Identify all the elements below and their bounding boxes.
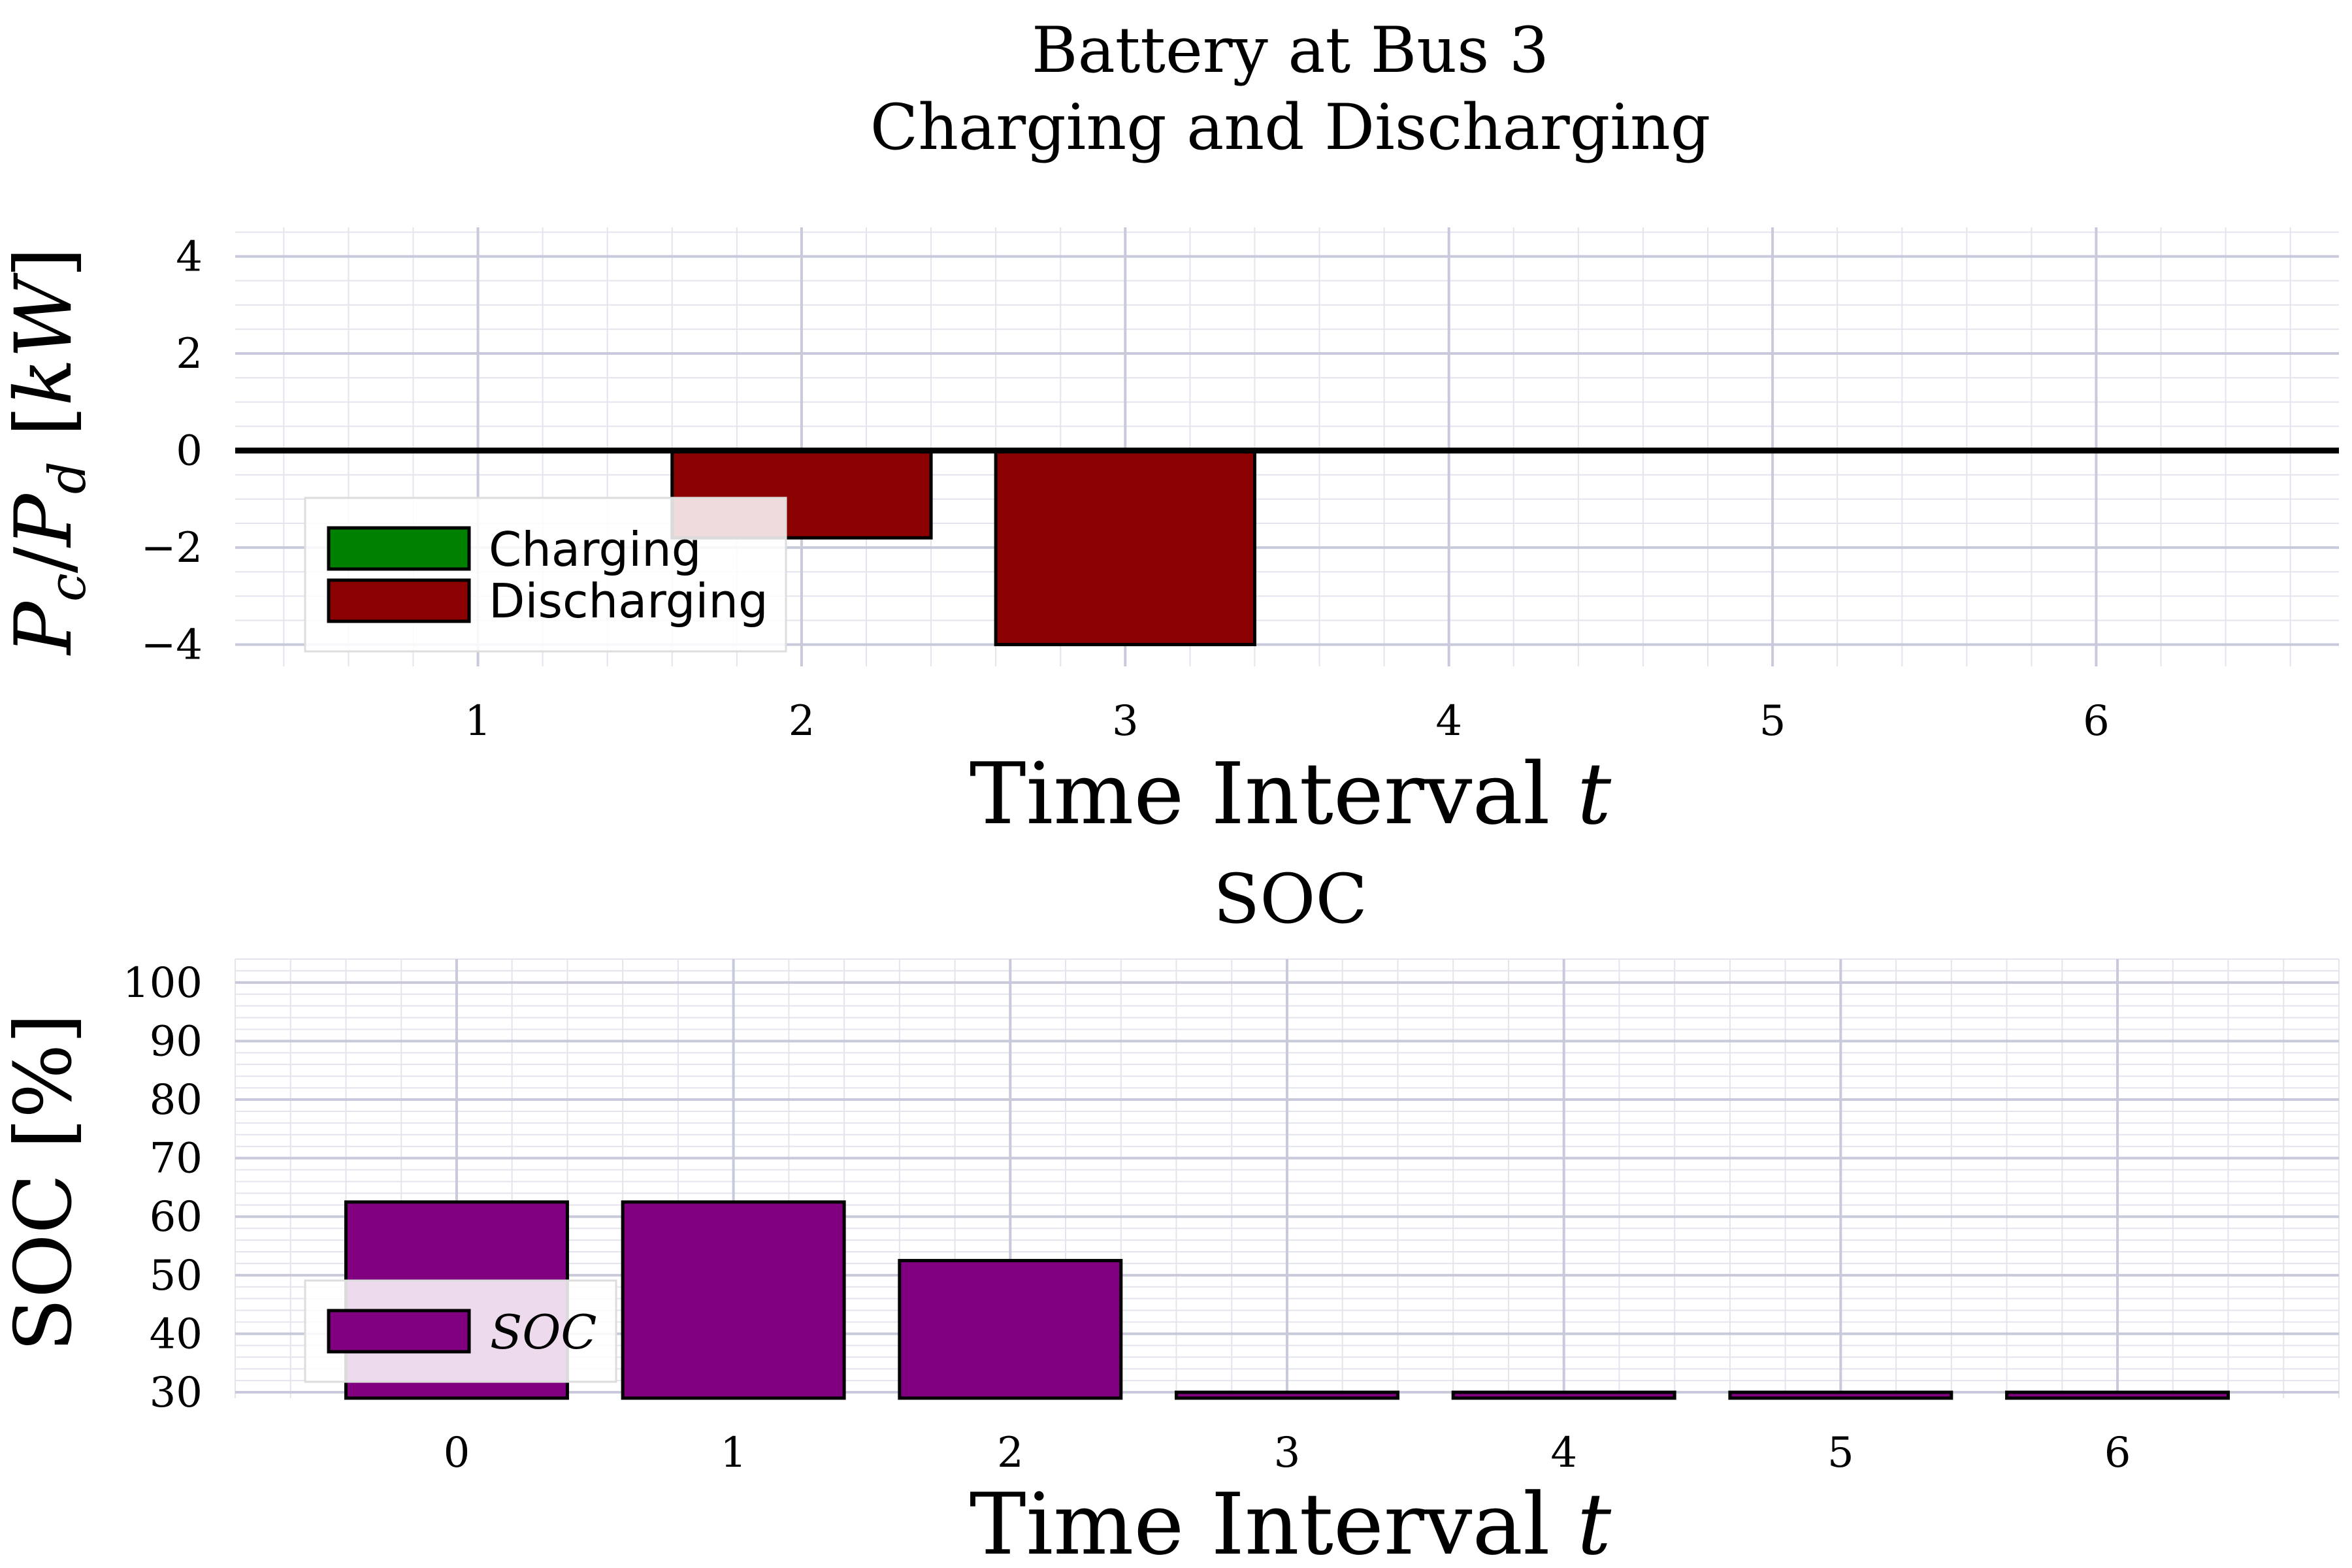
legend: Charging Discharging xyxy=(304,497,787,653)
x-tick-label: 4 xyxy=(1550,1429,1577,1477)
legend-swatch-soc xyxy=(327,1309,471,1354)
y-tick-labels: −4 −2 0 2 4 xyxy=(141,233,203,670)
x-tick-label: 1 xyxy=(720,1429,747,1477)
chart-soc-title: SOC xyxy=(1213,859,1367,939)
bar-soc xyxy=(2005,1390,2230,1400)
legend-label-discharging: Discharging xyxy=(489,574,768,629)
bar-soc xyxy=(1728,1390,1953,1400)
x-tick-label: 4 xyxy=(1435,697,1462,745)
y-tick-label: 30 xyxy=(150,1369,203,1417)
x-tick-label: 3 xyxy=(1112,697,1139,745)
bar-soc xyxy=(1175,1390,1399,1400)
chart-soc: SOC 30 40 50 60 70 80 90 100 0 1 2 3 4 5 6 SOC [%] Ti… xyxy=(0,859,2340,1568)
y-tick-label: 4 xyxy=(176,233,203,282)
x-tick-labels: 1 2 3 4 5 6 xyxy=(465,697,2110,745)
y-tick-label: 2 xyxy=(176,330,203,378)
y-tick-label: −4 xyxy=(141,621,203,670)
x-tick-label: 5 xyxy=(1759,697,1786,745)
y-tick-label: 50 xyxy=(150,1252,203,1300)
bar-soc xyxy=(621,1200,846,1400)
y-tick-label: 100 xyxy=(123,959,203,1007)
x-tick-label: 0 xyxy=(444,1429,470,1477)
legend-swatch-discharging xyxy=(327,578,471,623)
x-tick-label: 2 xyxy=(789,697,815,745)
legend-label-charging: Charging xyxy=(489,522,701,577)
y-tick-label: 70 xyxy=(150,1135,203,1183)
figure-title-line1: Battery at Bus 3 xyxy=(1032,14,1549,87)
legend-label-soc: SOC xyxy=(490,1305,596,1360)
y-tick-label: 60 xyxy=(150,1193,203,1241)
x-axis-label: Time Interval t xyxy=(970,1475,1612,1568)
bar-soc xyxy=(898,1258,1123,1400)
figure-title-line2: Charging and Discharging xyxy=(870,91,1710,164)
y-tick-labels: 30 40 50 60 70 80 90 100 xyxy=(123,959,203,1417)
y-axis-label: SOC [%] xyxy=(0,1013,90,1352)
x-tick-label: 2 xyxy=(997,1429,1024,1477)
grid xyxy=(235,958,2340,1398)
x-tick-label: 6 xyxy=(2104,1429,2131,1477)
y-tick-label: −2 xyxy=(141,524,203,572)
legend: SOC xyxy=(304,1279,617,1383)
bar-soc xyxy=(1451,1390,1676,1400)
x-tick-label: 6 xyxy=(2083,697,2110,745)
y-tick-label: 40 xyxy=(150,1310,203,1358)
y-axis-label: Pc/Pd [kW] xyxy=(0,247,97,655)
x-tick-labels: 0 1 2 3 4 5 6 xyxy=(444,1429,2131,1477)
x-axis-label: Time Interval t xyxy=(970,744,1612,843)
y-tick-label: 0 xyxy=(176,427,203,476)
legend-swatch-charging xyxy=(327,526,471,571)
x-tick-label: 1 xyxy=(465,697,491,745)
x-tick-label: 5 xyxy=(1827,1429,1854,1477)
chart-charging-discharging: −4 −2 0 2 4 1 2 3 4 5 6 Pc/Pd [kW] Time Interval … xyxy=(0,227,2339,843)
bar-discharging xyxy=(994,449,1256,647)
x-tick-label: 3 xyxy=(1274,1429,1301,1477)
y-tick-label: 90 xyxy=(150,1017,203,1066)
y-tick-label: 80 xyxy=(150,1076,203,1124)
